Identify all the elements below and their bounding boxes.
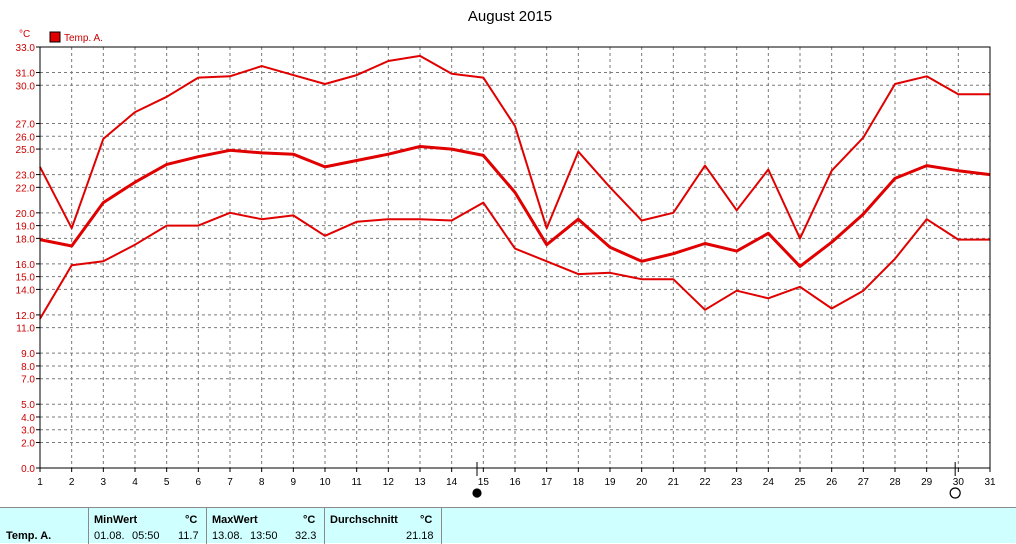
x-tick-label: 4 bbox=[132, 477, 138, 488]
new-moon-icon bbox=[472, 488, 482, 498]
y-tick-label: 8.0 bbox=[21, 362, 35, 373]
avg-unit: °C bbox=[420, 514, 433, 526]
x-tick-label: 29 bbox=[921, 477, 933, 488]
min-value: 11.7 bbox=[178, 530, 199, 542]
avg-value: 21.18 bbox=[406, 530, 434, 542]
summary-series-label: Temp. A. bbox=[6, 530, 52, 542]
x-tick-label: 25 bbox=[794, 477, 806, 488]
y-tick-label: 16.0 bbox=[16, 260, 36, 271]
y-axis-unit: °C bbox=[19, 29, 30, 40]
x-tick-label: 3 bbox=[101, 477, 107, 488]
max-header: MaxWert bbox=[212, 514, 258, 526]
x-tick-label: 23 bbox=[731, 477, 743, 488]
max-value: 32.3 bbox=[295, 530, 317, 542]
summary-max-cell: MaxWert °C 13.08. 13:50 32.3 bbox=[207, 508, 325, 544]
x-tick-label: 6 bbox=[196, 477, 202, 488]
avg-header: Durchschnitt bbox=[330, 514, 398, 526]
plot-frame bbox=[39, 46, 991, 469]
summary-table: Temp. A. MinWert °C 01.08. 05:50 11.7 Ma… bbox=[0, 507, 1016, 544]
x-tick-label: 28 bbox=[889, 477, 901, 488]
y-tick-label: 11.0 bbox=[16, 324, 35, 335]
x-tick-label: 12 bbox=[383, 477, 395, 488]
x-tick-label: 24 bbox=[763, 477, 775, 488]
max-time: 13:50 bbox=[250, 530, 278, 542]
legend-label: Temp. A. bbox=[64, 33, 103, 44]
y-tick-label: 19.0 bbox=[16, 222, 36, 233]
y-tick-label: 23.0 bbox=[16, 171, 36, 182]
y-tick-label: 33.0 bbox=[16, 43, 36, 54]
x-tick-label: 31 bbox=[984, 477, 996, 488]
max-date: 13.08. bbox=[212, 530, 243, 542]
y-tick-label: 0.0 bbox=[21, 464, 35, 475]
x-tick-label: 13 bbox=[414, 477, 426, 488]
grid bbox=[40, 47, 990, 468]
temperature-chart: August 2015 °C Temp. A. 0.0 2.03.0 4.0 5.0 7… bbox=[16, 8, 996, 499]
summary-min-cell: MinWert °C 01.08. 05:50 11.7 bbox=[89, 508, 207, 544]
x-tick-label: 16 bbox=[509, 477, 521, 488]
x-tick-label: 27 bbox=[858, 477, 870, 488]
y-tick-label: 7.0 bbox=[21, 375, 35, 386]
summary-avg-cell: Durchschnitt °C 21.18 bbox=[325, 508, 442, 544]
min-date: 01.08. bbox=[94, 530, 125, 542]
y-tick-label: 2.0 bbox=[21, 438, 35, 449]
x-tick-label: 11 bbox=[351, 477, 362, 488]
max-unit: °C bbox=[303, 514, 316, 526]
y-axis-ticks: 0.0 2.03.0 4.0 5.0 7.0 8.0 9.0 11.0 12.0 14.015.0… bbox=[16, 43, 40, 475]
series-line-avg bbox=[39, 145, 991, 268]
x-tick-label: 21 bbox=[668, 477, 680, 488]
y-tick-label: 3.0 bbox=[21, 426, 35, 437]
x-tick-label: 7 bbox=[227, 477, 233, 488]
y-tick-label: 25.0 bbox=[16, 145, 36, 156]
x-tick-label: 15 bbox=[478, 477, 490, 488]
y-tick-label: 12.0 bbox=[16, 311, 36, 322]
x-tick-label: 19 bbox=[604, 477, 616, 488]
min-unit: °C bbox=[185, 514, 198, 526]
y-tick-label: 26.0 bbox=[16, 132, 36, 143]
x-tick-label: 14 bbox=[446, 477, 458, 488]
y-tick-label: 30.0 bbox=[16, 81, 36, 92]
legend-swatch bbox=[49, 31, 61, 43]
y-tick-label: 20.0 bbox=[16, 209, 36, 220]
full-moon-icon bbox=[949, 487, 961, 499]
summary-series-cell: Temp. A. bbox=[0, 508, 89, 544]
y-tick-label: 4.0 bbox=[21, 413, 35, 424]
series-line-min bbox=[39, 201, 990, 320]
x-tick-label: 18 bbox=[573, 477, 585, 488]
series-lines bbox=[39, 54, 991, 320]
x-tick-label: 20 bbox=[636, 477, 648, 488]
x-tick-label: 17 bbox=[541, 477, 553, 488]
y-tick-label: 31.0 bbox=[16, 69, 36, 80]
chart-title: August 2015 bbox=[468, 8, 552, 25]
x-tick-label: 10 bbox=[319, 477, 331, 488]
x-tick-label: 30 bbox=[953, 477, 965, 488]
y-tick-label: 15.0 bbox=[16, 273, 36, 284]
x-tick-label: 26 bbox=[826, 477, 838, 488]
x-axis-ticks: 1 2 3 4 5 6 7 8 9 10 11 12 13 14 15 16 17 18 19 20 21 22 23 24 2… bbox=[37, 468, 996, 488]
y-tick-label: 14.0 bbox=[16, 285, 36, 296]
x-tick-label: 5 bbox=[164, 477, 170, 488]
y-tick-label: 9.0 bbox=[21, 349, 35, 360]
x-tick-label: 1 bbox=[37, 477, 43, 488]
min-header: MinWert bbox=[94, 514, 138, 526]
series-line-max bbox=[39, 54, 990, 240]
y-tick-label: 22.0 bbox=[16, 183, 36, 194]
y-tick-label: 5.0 bbox=[21, 400, 35, 411]
min-time: 05:50 bbox=[132, 530, 160, 542]
y-tick-label: 18.0 bbox=[16, 234, 36, 245]
moon-phases bbox=[472, 462, 961, 499]
x-tick-label: 9 bbox=[291, 477, 297, 488]
x-tick-label: 22 bbox=[699, 477, 711, 488]
x-tick-label: 8 bbox=[259, 477, 265, 488]
y-tick-label: 27.0 bbox=[16, 120, 36, 131]
x-tick-label: 2 bbox=[69, 477, 75, 488]
